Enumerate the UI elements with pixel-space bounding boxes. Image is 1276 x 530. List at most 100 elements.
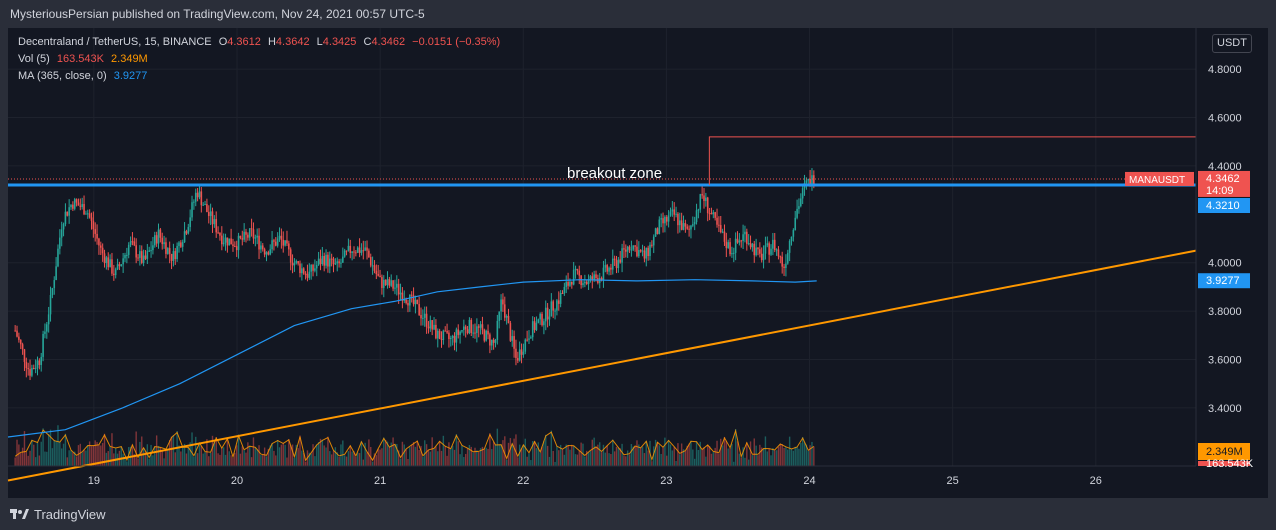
candle-body — [355, 252, 357, 254]
volume-bar — [701, 449, 703, 466]
candle-body — [807, 178, 810, 181]
candle-body — [280, 235, 283, 240]
volume-bar — [295, 444, 297, 466]
candle-body — [716, 217, 718, 225]
candle-body — [755, 247, 757, 256]
volume-bar — [66, 457, 68, 466]
candle-body — [751, 243, 754, 248]
candle-body — [68, 207, 70, 216]
volume-bar — [349, 445, 351, 466]
volume-bar — [729, 447, 731, 466]
candle-body — [725, 241, 728, 248]
volume-bar — [513, 438, 515, 466]
candle-body — [189, 217, 191, 228]
candle-body — [414, 299, 417, 305]
volume-bar — [107, 451, 109, 466]
volume-bar — [716, 440, 718, 466]
volume-bar — [572, 445, 575, 466]
volume-bar — [707, 444, 709, 466]
change-value: −0.0151 (−0.35%) — [412, 36, 501, 48]
candle-body — [293, 263, 296, 266]
candle-body — [794, 217, 797, 231]
candle-body — [697, 209, 700, 211]
candle-body — [295, 261, 298, 264]
ma-price-bg — [1198, 273, 1250, 289]
candle-body — [639, 250, 642, 252]
candle-body — [165, 242, 167, 254]
candle-body — [167, 248, 169, 254]
volume-bar — [770, 455, 772, 466]
volume-tag-bg — [1198, 461, 1250, 466]
candle-body — [492, 339, 495, 343]
candle-body — [209, 211, 212, 217]
candle-body — [423, 313, 426, 318]
candle-body — [92, 220, 95, 230]
volume-bar — [236, 445, 238, 466]
candle-body — [451, 335, 454, 338]
candle-body — [86, 213, 89, 215]
candle-body — [347, 245, 350, 251]
volume-bar — [92, 445, 95, 466]
candle-body — [137, 257, 139, 259]
ma-label[interactable]: MA (365, close, 0) — [18, 70, 107, 82]
ma-line — [7, 279, 817, 438]
volume-bar — [392, 437, 394, 466]
candle-body — [265, 252, 268, 255]
candle-body — [321, 255, 324, 265]
volume-bar — [221, 448, 223, 466]
candle-body — [539, 313, 541, 320]
candle-body — [448, 332, 450, 340]
volume-bar — [122, 453, 124, 466]
volume-bar — [772, 448, 774, 466]
volume-bar — [262, 454, 264, 466]
candle-body — [390, 280, 393, 286]
candle-body — [522, 351, 525, 355]
volume-bar — [397, 450, 400, 466]
volume-bar — [757, 455, 759, 466]
volume-bar — [677, 443, 679, 466]
candle-body — [515, 348, 517, 359]
candle-body — [798, 206, 800, 209]
candle-body — [98, 238, 100, 246]
candle-body — [256, 235, 258, 238]
volume-bar — [759, 444, 761, 466]
candle-body — [708, 213, 711, 215]
volume-bar — [191, 432, 193, 466]
volume-label[interactable]: Vol (5) — [18, 53, 50, 65]
candle-body — [498, 311, 501, 321]
currency-button[interactable]: USDT — [1212, 34, 1252, 53]
volume-bar — [567, 445, 569, 466]
volume-bar — [541, 446, 543, 466]
candle-body — [410, 294, 413, 296]
trendline — [7, 249, 1197, 482]
volume-bar — [774, 450, 776, 466]
candle-body — [191, 202, 193, 218]
candle-body — [474, 332, 476, 334]
volume-bar — [574, 454, 577, 466]
candle-body — [358, 247, 361, 253]
volume-bar — [734, 429, 737, 466]
symbol-title[interactable]: Decentraland / TetherUS, 15, BINANCE — [18, 36, 212, 48]
candle-body — [85, 213, 87, 215]
candle-body — [237, 235, 240, 251]
volume-bar — [72, 452, 74, 466]
candle-body — [215, 219, 218, 233]
candle-body — [51, 288, 54, 295]
volume-bar — [33, 444, 35, 466]
candle-body — [660, 218, 662, 220]
volume-bar — [135, 431, 137, 466]
volume-bar — [526, 456, 528, 466]
footer-brand[interactable]: TradingView — [34, 507, 106, 522]
volume-bar — [105, 452, 108, 466]
candle-body — [675, 213, 677, 215]
volume-bar — [798, 448, 800, 466]
last-price-bg — [1198, 170, 1250, 197]
candle-body — [124, 255, 126, 259]
volume-value-2: 2.349M — [111, 53, 148, 65]
candle-body — [47, 314, 50, 325]
volume-bar — [781, 443, 783, 466]
candle-body — [589, 276, 592, 280]
candle-body — [461, 330, 463, 332]
candle-body — [537, 319, 540, 323]
